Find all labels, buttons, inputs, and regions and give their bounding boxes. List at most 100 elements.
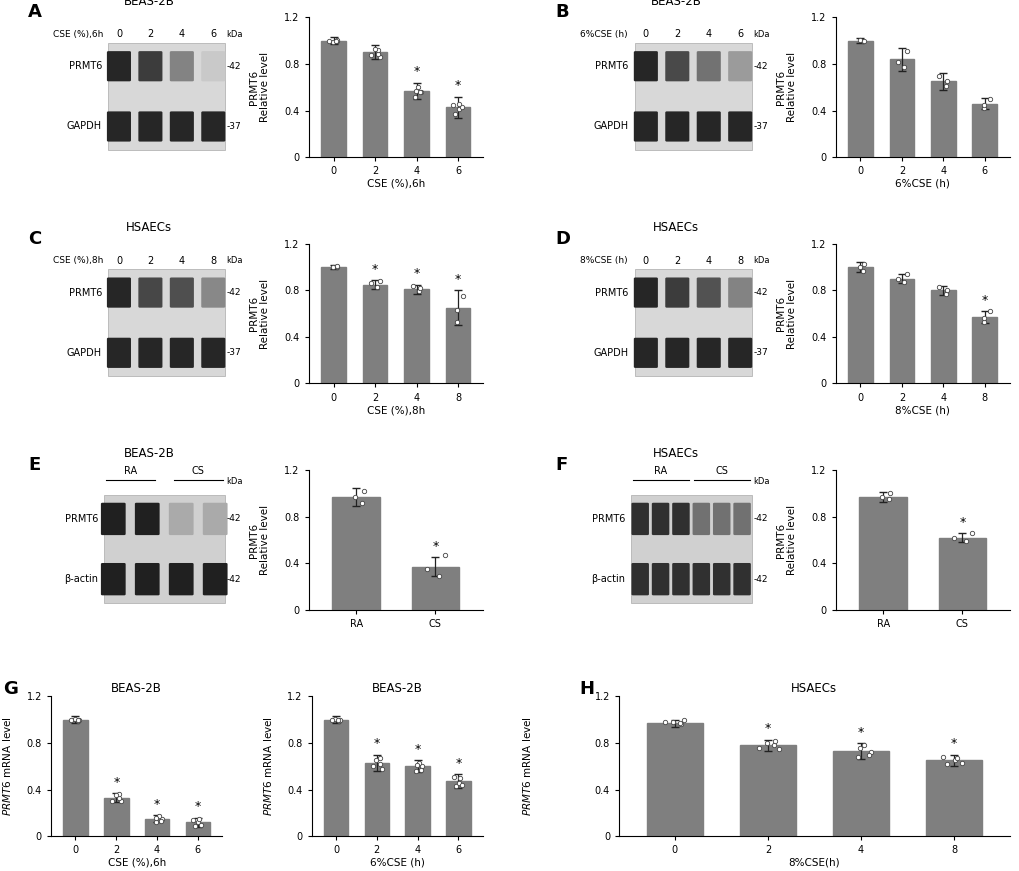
X-axis label: CSE (%),6h: CSE (%),6h bbox=[107, 858, 166, 868]
Point bbox=[855, 739, 871, 753]
Point bbox=[412, 85, 428, 99]
Bar bbox=[889, 279, 913, 383]
Point bbox=[408, 764, 424, 778]
Point bbox=[770, 742, 787, 756]
Point bbox=[930, 280, 947, 294]
Y-axis label: PRMT6
Relative level: PRMT6 Relative level bbox=[774, 505, 797, 575]
FancyBboxPatch shape bbox=[728, 338, 752, 368]
Point bbox=[860, 747, 876, 761]
Bar bbox=[971, 104, 997, 157]
Point bbox=[329, 712, 345, 726]
Point bbox=[758, 736, 774, 750]
Y-axis label: PRMT6
Relative level: PRMT6 Relative level bbox=[249, 52, 270, 122]
Point bbox=[451, 771, 468, 785]
Point bbox=[974, 98, 990, 111]
FancyBboxPatch shape bbox=[712, 563, 730, 596]
Point bbox=[930, 69, 947, 83]
FancyBboxPatch shape bbox=[712, 503, 730, 535]
FancyBboxPatch shape bbox=[201, 51, 225, 81]
Point bbox=[355, 484, 371, 498]
Point bbox=[411, 285, 427, 299]
Point bbox=[446, 107, 463, 121]
Point bbox=[191, 815, 207, 829]
Text: F: F bbox=[554, 456, 567, 474]
Point bbox=[431, 569, 447, 583]
Text: 0: 0 bbox=[642, 30, 648, 39]
Text: BEAS-2B: BEAS-2B bbox=[650, 0, 701, 8]
Point bbox=[111, 791, 127, 805]
FancyBboxPatch shape bbox=[672, 563, 689, 596]
Text: kDa: kDa bbox=[753, 476, 769, 486]
Point bbox=[953, 756, 969, 770]
Point bbox=[879, 492, 896, 506]
Title: BEAS-2B: BEAS-2B bbox=[371, 682, 422, 695]
Bar bbox=[739, 746, 795, 836]
Text: PRMT6: PRMT6 bbox=[595, 287, 629, 298]
Y-axis label: PRMT6
Relative level: PRMT6 Relative level bbox=[249, 279, 270, 348]
Point bbox=[980, 92, 997, 106]
Title: HSAECs: HSAECs bbox=[791, 682, 837, 695]
Bar bbox=[937, 537, 985, 610]
Point bbox=[70, 714, 87, 728]
Text: PRMT6: PRMT6 bbox=[68, 287, 102, 298]
FancyBboxPatch shape bbox=[169, 503, 194, 535]
FancyBboxPatch shape bbox=[664, 278, 689, 307]
Point bbox=[898, 267, 914, 281]
Bar bbox=[646, 723, 702, 836]
Text: 8: 8 bbox=[210, 255, 216, 266]
Bar bbox=[323, 719, 347, 836]
FancyBboxPatch shape bbox=[169, 338, 194, 368]
Point bbox=[445, 770, 462, 784]
Point bbox=[765, 739, 782, 753]
Bar bbox=[634, 269, 751, 376]
FancyBboxPatch shape bbox=[139, 338, 162, 368]
Point bbox=[366, 42, 382, 56]
Bar bbox=[321, 41, 345, 157]
Text: kDa: kDa bbox=[753, 30, 769, 38]
Text: B: B bbox=[554, 3, 569, 22]
Text: E: E bbox=[29, 456, 41, 474]
Text: *: * bbox=[764, 722, 770, 735]
Point bbox=[329, 259, 345, 273]
Text: kDa: kDa bbox=[226, 256, 243, 265]
FancyBboxPatch shape bbox=[696, 338, 720, 368]
Bar bbox=[445, 781, 470, 836]
Bar bbox=[404, 289, 429, 383]
Point bbox=[948, 751, 964, 765]
Bar bbox=[634, 43, 751, 150]
Text: -37: -37 bbox=[753, 122, 767, 131]
Point bbox=[411, 281, 427, 295]
Bar bbox=[321, 267, 345, 383]
Text: *: * bbox=[454, 757, 461, 770]
X-axis label: CSE (%),6h: CSE (%),6h bbox=[366, 179, 425, 189]
Text: -42: -42 bbox=[753, 62, 767, 71]
Text: *: * bbox=[981, 294, 987, 307]
Bar bbox=[362, 52, 387, 157]
Text: -42: -42 bbox=[226, 288, 240, 297]
Text: 8%CSE (h): 8%CSE (h) bbox=[579, 256, 627, 265]
Point bbox=[323, 712, 339, 726]
FancyBboxPatch shape bbox=[651, 503, 668, 535]
Point bbox=[324, 35, 340, 49]
FancyBboxPatch shape bbox=[107, 111, 130, 142]
Text: 4: 4 bbox=[178, 30, 184, 39]
X-axis label: CSE (%),8h: CSE (%),8h bbox=[366, 405, 425, 415]
Text: kDa: kDa bbox=[226, 476, 243, 486]
Point bbox=[937, 75, 954, 89]
Text: CS: CS bbox=[192, 466, 205, 476]
Point bbox=[436, 548, 452, 562]
Text: -42: -42 bbox=[753, 288, 767, 297]
Point bbox=[152, 814, 168, 828]
Point bbox=[957, 534, 973, 548]
Text: kDa: kDa bbox=[753, 256, 769, 265]
FancyBboxPatch shape bbox=[101, 563, 125, 596]
Bar bbox=[925, 760, 981, 836]
Bar bbox=[104, 798, 128, 836]
Bar bbox=[362, 285, 387, 383]
Point bbox=[450, 776, 467, 790]
Y-axis label: PRMT6
Relative level: PRMT6 Relative level bbox=[249, 505, 270, 575]
Point bbox=[369, 46, 385, 60]
Point bbox=[321, 34, 337, 48]
Point bbox=[963, 526, 979, 540]
Point bbox=[450, 97, 467, 111]
